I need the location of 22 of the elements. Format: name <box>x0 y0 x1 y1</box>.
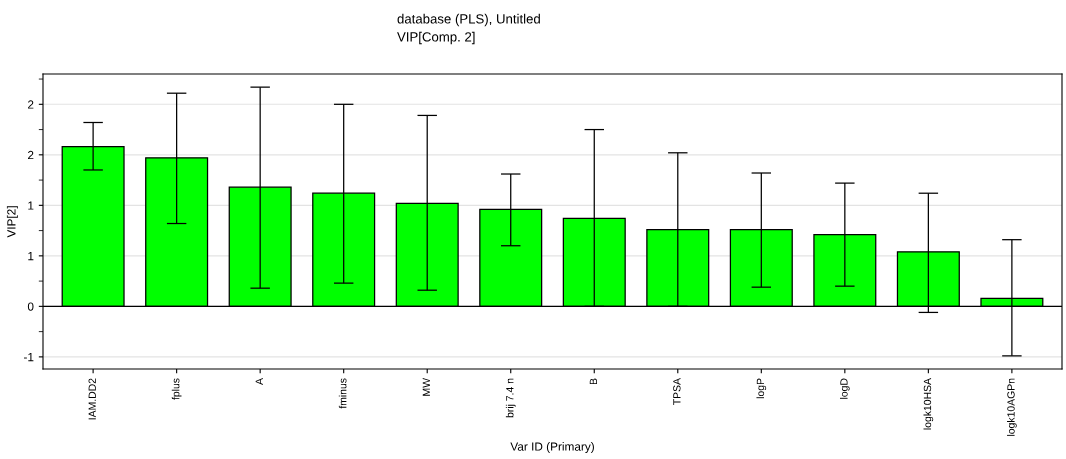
x-axis-title: Var ID (Primary) <box>510 442 594 454</box>
y-tick-label: 2 <box>28 150 34 160</box>
x-tick-label: fminus <box>338 378 347 409</box>
y-tick-label: 0 <box>27 302 34 311</box>
y-axis-title: VIP[2] <box>6 206 18 238</box>
x-tick-label: TPSA <box>673 378 681 405</box>
chart-title: database (PLS), Untitled <box>397 13 540 27</box>
y-tick-label: -1 <box>24 353 34 362</box>
x-tick-label: brij 7.4 n <box>505 378 516 418</box>
x-tick-label: IAM.DD2 <box>88 378 96 420</box>
x-tick-label: logk10AGPn <box>1007 378 1017 436</box>
y-tick-label: 1 <box>28 201 34 210</box>
x-tick-label: logP <box>756 378 767 399</box>
x-tick-label: logk10HSA <box>923 378 934 430</box>
x-tick-label: B <box>589 378 597 385</box>
x-tick-label: A <box>255 378 263 385</box>
x-tick-label: fplus <box>171 378 182 400</box>
x-tick-label: MW <box>422 378 430 396</box>
chart-subtitle: VIP[Comp. 2] <box>397 31 475 45</box>
y-tick-label: 1 <box>28 252 34 261</box>
y-tick-label: 2 <box>28 100 34 109</box>
x-tick-label: logD <box>839 378 850 399</box>
